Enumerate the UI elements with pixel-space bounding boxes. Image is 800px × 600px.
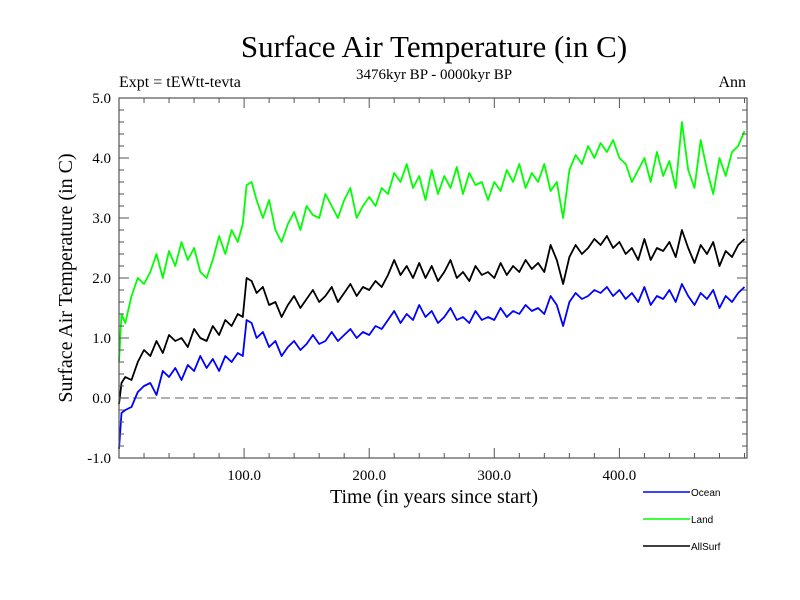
y-tick-label: -1.0 — [87, 451, 111, 467]
y-tick-label: 4.0 — [92, 151, 111, 167]
y-tick-label: 2.0 — [92, 271, 111, 287]
chart-title: Surface Air Temperature (in C) — [241, 29, 627, 64]
x-tick-label: 200.0 — [352, 468, 386, 484]
x-tick-label: 400.0 — [603, 468, 637, 484]
experiment-annotation: Expt = tEWtt-tevta — [119, 74, 241, 91]
y-tick-label: 3.0 — [92, 211, 111, 227]
legend: Ocean Land AllSurf — [643, 488, 721, 553]
x-axis-tick-labels: 100.0 200.0 300.0 400.0 — [227, 468, 636, 484]
y-tick-label: 5.0 — [92, 91, 111, 107]
y-tick-label: 0.0 — [92, 391, 111, 407]
series-line-ocean — [118, 283, 746, 450]
legend-label-allsurf: AllSurf — [691, 542, 721, 553]
y-axis-tick-labels: -1.0 0.0 1.0 2.0 3.0 4.0 5.0 — [87, 91, 111, 467]
x-tick-label: 300.0 — [477, 468, 511, 484]
y-tick-label: 1.0 — [92, 331, 111, 347]
y-axis-label: Surface Air Temperature (in C) — [55, 153, 77, 402]
y-axis-ticks — [119, 109, 747, 447]
season-annotation: Ann — [718, 74, 746, 91]
legend-label-ocean: Ocean — [691, 488, 720, 499]
chart-subtitle: 3476kyr BP - 0000kyr BP — [356, 67, 512, 83]
series-line-allsurf — [118, 229, 746, 405]
series-group — [118, 121, 746, 450]
series-line-land — [118, 121, 746, 363]
legend-label-land: Land — [691, 515, 713, 526]
x-axis-ticks — [143, 98, 745, 458]
x-axis-label: Time (in years since start) — [330, 486, 538, 508]
plot-frame — [118, 97, 748, 459]
x-tick-label: 100.0 — [227, 468, 261, 484]
